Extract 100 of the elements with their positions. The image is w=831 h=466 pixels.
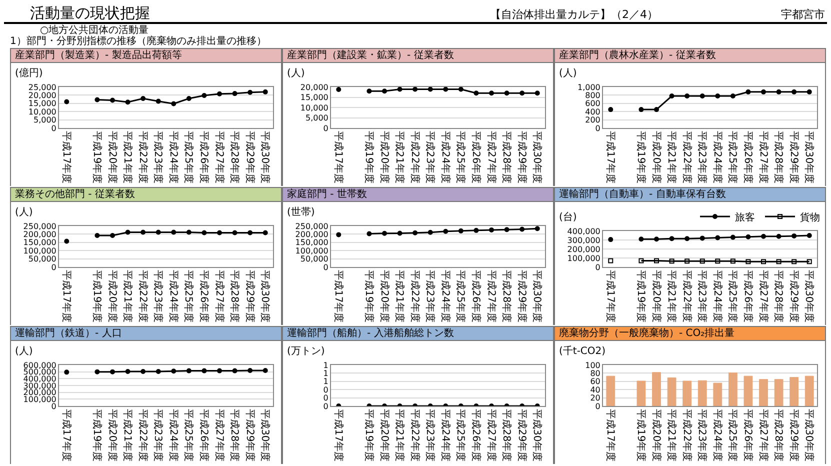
x-tick-label: 平成27年度 [485,409,498,462]
x-tick-label: 平成27年度 [213,131,226,184]
point [262,89,268,94]
point [504,227,510,232]
x-tick-label: 平成28年度 [228,409,241,462]
y-axis-title: (人) [15,346,33,357]
x-tick-label: 平成23年度 [696,270,708,323]
y-tick-label: 150,000 [23,238,56,248]
point [669,258,674,264]
point [730,94,736,99]
y-tick-label: 100,000 [23,394,56,404]
y-tick-label: 60 [590,377,600,386]
point [94,233,100,238]
x-tick-label: 平成17年度 [60,270,72,323]
point [232,91,238,96]
y-tick-label: 0 [51,262,56,272]
text: ○地方公共団体の活動量 [40,24,149,36]
x-tick-label: 平成21年度 [122,409,134,462]
x-tick-label: 平成23年度 [152,409,164,462]
y-tick-label: 5,000 [33,116,56,125]
point [186,96,192,101]
x-tick-label: 平成23年度 [424,409,436,462]
x-tick-label: 平成30年度 [531,409,544,462]
y-tick-label: 15,000 [28,99,56,108]
x-tick-label: 平成24年度 [439,409,452,462]
point [125,100,130,105]
x-tick-label: 平成30年度 [803,131,816,184]
text: 宇都宮市 [781,7,825,22]
x-tick-label: 平成22年度 [408,270,421,323]
x-tick-label: 平成30年度 [259,270,272,323]
y-tick-label: 200,000 [295,230,328,239]
x-tick-label: 平成17年度 [60,409,72,462]
y-tick-label: 100,000 [295,246,328,256]
x-tick-label: 平成23年度 [424,131,436,184]
chart-title: 廃棄物分野（一般廃棄物）- CO₂排出量 [555,327,825,341]
x-tick-label: 平成27年度 [757,409,770,462]
x-tick-label: 平成21年度 [666,131,678,184]
point [156,98,161,104]
x-tick-label: 平成30年度 [259,409,272,462]
x-tick-label: 平成26年度 [470,409,482,462]
point [730,258,736,264]
y-tick-label: 800 [585,91,600,100]
point [792,89,797,94]
y-tick-label: 10,000 [300,103,328,112]
x-tick-label: 平成29年度 [244,270,256,323]
point [654,107,659,112]
y-tick-label: 400 [585,107,600,116]
x-tick-label: 平成22年度 [408,409,421,462]
x-tick-label: 平成20年度 [650,131,662,184]
x-tick-label: 平成20年度 [106,270,118,323]
point [156,230,161,235]
x-tick-label: 平成27年度 [757,131,770,184]
bar [804,376,814,406]
x-tick-label: 平成30年度 [259,131,272,184]
x-tick-label: 平成19年度 [362,131,375,184]
y-tick-label: 15,000 [300,93,328,102]
x-tick-label: 平成27年度 [213,409,226,462]
x-tick-label: 平成24年度 [167,409,180,462]
bar [713,382,722,406]
point [232,230,238,236]
point [776,89,782,94]
x-tick-label: 平成17年度 [332,270,344,323]
point [428,230,433,235]
point [171,230,176,235]
point [110,233,115,238]
y-tick-label: 1 [323,369,328,378]
point [94,97,100,102]
chart-title: 業務その他部門 - 従業者数 [11,188,281,202]
x-tick-label: 平成20年度 [378,131,390,184]
x-tick-label: 平成26年度 [742,131,754,184]
y-tick-label: 50,000 [28,254,56,264]
point [110,98,115,103]
point [262,230,268,236]
y-tick-label: 1 [323,360,328,370]
y-tick-label: 250,000 [23,222,56,231]
x-tick-label: 平成26年度 [470,131,482,184]
x-tick-label: 平成30年度 [803,409,816,462]
chart-title: 産業部門（建設業・鉱業）- 従業者数 [283,49,553,63]
x-tick-label: 平成24年度 [711,270,724,323]
point [669,94,674,99]
x-tick-label: 平成26年度 [198,270,210,323]
y-tick-label: 300,000 [567,236,600,245]
x-tick-label: 平成24年度 [439,131,452,184]
x-tick-label: 平成21年度 [666,270,678,323]
y-tick-label: 100,000 [23,246,56,256]
x-tick-label: 平成29年度 [516,270,528,323]
x-tick-label: 平成25年度 [182,131,195,184]
point [730,234,736,240]
x-tick-label: 平成28年度 [772,409,785,462]
text: 1）部門・分野別指標の推移（廃棄物のみ排出量の推移） [10,34,266,48]
text: 【自治体排出量カルテ】（2／4） [490,7,658,22]
point [140,230,146,235]
point [217,230,222,236]
x-tick-label: 平成25年度 [454,409,467,462]
x-tick-label: 平成27年度 [757,270,770,323]
x-tick-label: 平成25年度 [454,270,467,323]
x-tick-label: 平成19年度 [90,270,103,323]
x-tick-label: 平成22年度 [408,131,421,184]
x-tick-label: 平成25年度 [182,409,195,462]
point [654,258,659,264]
